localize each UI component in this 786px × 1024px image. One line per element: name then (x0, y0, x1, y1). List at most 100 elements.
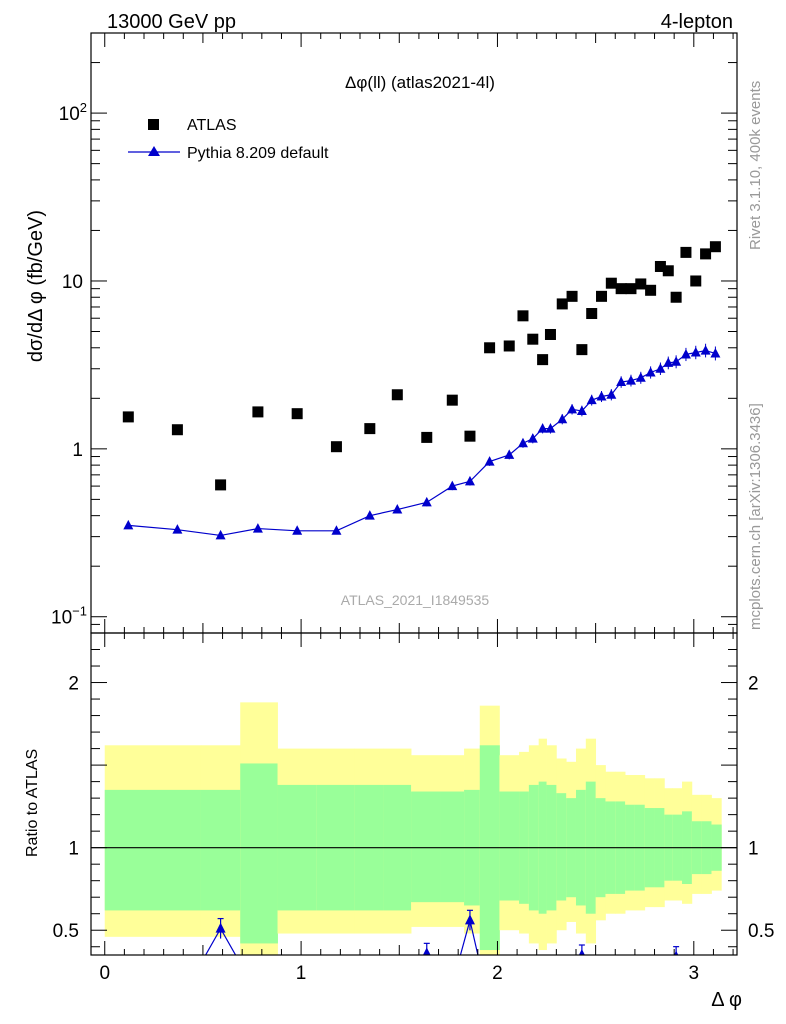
atlas-point (122, 411, 134, 423)
x-axis-label: Δ φ (711, 989, 742, 1011)
pythia-point (616, 376, 627, 387)
legend-pythia-marker (148, 146, 160, 156)
pythia-point (671, 356, 682, 366)
main-plot-marks (122, 241, 721, 540)
header-left-label: 13000 GeV pp (107, 11, 236, 33)
atlas-point (700, 248, 712, 260)
ratio-band-inner (440, 791, 465, 903)
ratio-band-inner (499, 791, 520, 901)
atlas-point (171, 424, 183, 436)
y-tick-label-ratio-left: 2 (68, 674, 79, 695)
pythia-point (567, 403, 578, 414)
ratio-band-inner (200, 789, 241, 911)
ratio-frame (90, 632, 738, 956)
pythia-point (123, 519, 134, 530)
pythia-point (331, 525, 342, 535)
pythia-point (504, 449, 515, 459)
pythia-point (392, 504, 403, 514)
mcplots-reference-label: mcplots.cern.ch [arXiv:1306.3436] (747, 403, 764, 630)
pythia-point (663, 357, 674, 367)
y-tick-label-top: 1 (72, 440, 83, 461)
atlas-point (662, 265, 674, 277)
pythia-point (484, 456, 495, 466)
y-tick-label-ratio-right: 0.5 (748, 921, 774, 942)
ratio-pythia-marker (673, 950, 679, 955)
y-tick-label-ratio-left: 0.5 (53, 921, 79, 942)
atlas-point (421, 431, 433, 443)
atlas-point (503, 340, 515, 352)
pythia-point (596, 391, 607, 401)
atlas-point (215, 479, 227, 491)
legend-atlas-label: ATLAS (187, 117, 237, 134)
atlas-point (484, 342, 496, 354)
pythia-point (517, 437, 528, 448)
x-tick-label: 3 (689, 963, 700, 984)
pythia-point (292, 525, 303, 535)
pythia-point (557, 413, 568, 424)
pythia-point (606, 389, 617, 399)
ratio-band-inner (104, 789, 202, 911)
atlas-point (391, 389, 403, 401)
pythia-point (655, 363, 666, 373)
pythia-point (527, 433, 538, 443)
ratio-band-inner (411, 791, 441, 903)
atlas-point (670, 291, 682, 303)
atlas-point (464, 430, 476, 442)
atlas-point (576, 344, 588, 356)
pythia-point (700, 345, 711, 355)
atlas-point (605, 277, 617, 289)
atlas-point (596, 290, 608, 302)
atlas-point (446, 394, 458, 406)
atlas-point (690, 275, 702, 287)
ratio-band-inner (556, 793, 567, 901)
pythia-point (172, 524, 183, 534)
y-tick-label-ratio-right: 1 (748, 839, 759, 860)
legend-pythia-label: Pythia 8.209 default (187, 145, 329, 162)
atlas-point (625, 283, 637, 295)
pythia-point (586, 394, 597, 405)
atlas-point (566, 290, 578, 302)
atlas-point (537, 354, 549, 366)
atlas-point (645, 284, 657, 296)
plot-title: Δφ(ll) (atlas2021-4l) (345, 73, 495, 92)
pythia-point (645, 366, 656, 377)
atlas-point (615, 283, 627, 295)
pythia-point (625, 375, 636, 385)
pythia-point (690, 346, 701, 357)
pythia-point (464, 475, 475, 486)
pythia-point (537, 423, 548, 433)
pythia-point (364, 510, 375, 520)
rivet-version-label: Rivet 3.1.10, 400k events (747, 81, 764, 250)
ratio-curve-group (204, 909, 680, 955)
atlas-point (586, 308, 598, 320)
pythia-point (576, 405, 587, 416)
y-axis-label-ratio: Ratio to ATLAS (24, 749, 41, 857)
x-tick-label: 2 (492, 963, 503, 984)
header-right-label: 4-lepton (661, 11, 733, 33)
atlas-point (680, 246, 692, 258)
ratio-pythia-marker (422, 947, 431, 955)
atlas-point (709, 241, 721, 253)
ratio-band-inner (240, 763, 278, 944)
axis-ticks: 0 1 2 3 10−1 1 10 102 0.5 0.5 1 1 2 2 (51, 32, 774, 984)
pythia-point (545, 423, 556, 433)
pythia-point (710, 347, 721, 358)
x-tick-label: 1 (296, 963, 307, 984)
pythia-point (680, 348, 691, 359)
y-tick-label-top: 10−1 (51, 604, 87, 629)
pythia-point (421, 496, 432, 507)
ratio-pythia-marker (215, 922, 226, 933)
y-axis-label-top: dσ/dΔ φ (fb/GeV) (25, 210, 47, 362)
atlas-point (252, 406, 264, 418)
atlas-point (291, 408, 303, 420)
pythia-point (215, 529, 226, 540)
axes-frames (90, 32, 738, 956)
x-tick-label: 0 (99, 963, 110, 984)
atlas-point (556, 298, 568, 310)
y-tick-label-top: 102 (59, 100, 87, 125)
atlas-point (364, 423, 376, 435)
pythia-point (252, 523, 263, 533)
y-tick-label-top: 10 (62, 272, 83, 293)
legend: ATLAS Pythia 8.209 default (128, 117, 329, 162)
